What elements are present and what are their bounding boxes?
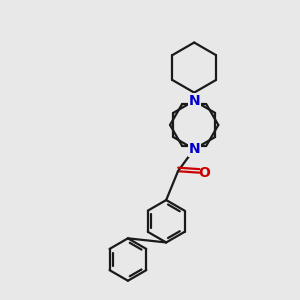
Text: N: N [188, 142, 200, 156]
Text: O: O [199, 166, 210, 180]
Text: N: N [188, 94, 200, 108]
